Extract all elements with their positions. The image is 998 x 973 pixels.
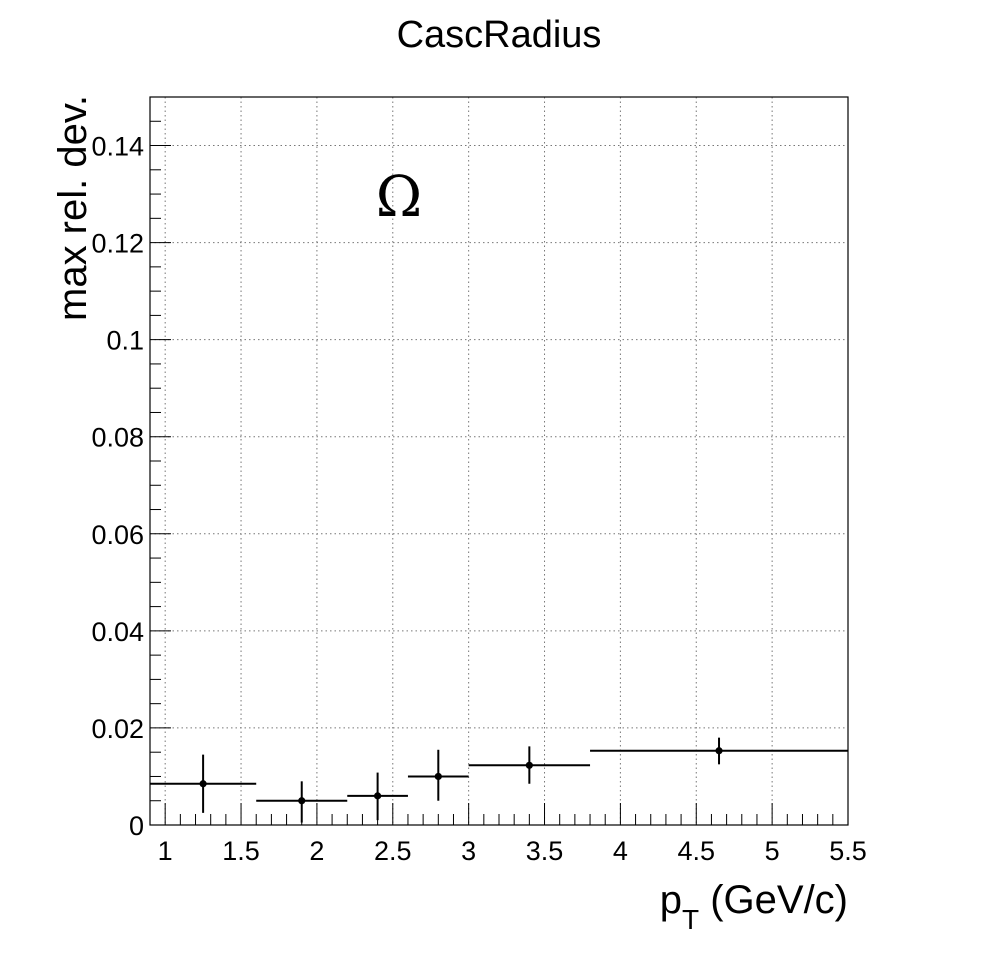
y-axis-title: max rel. dev. — [51, 95, 95, 321]
y-tick-label: 0.12 — [91, 229, 144, 259]
x-tick-labels: 1 1.5 2 2.5 3 3.5 4 4.5 5 5.5 — [158, 836, 867, 866]
particle-annotation: Ω — [376, 165, 422, 230]
x-tick-label: 3 — [461, 836, 476, 866]
x-tick-label: 1.5 — [222, 836, 260, 866]
data-point — [715, 747, 723, 755]
x-axis-title-subscript: T — [682, 904, 699, 935]
data-point — [434, 772, 442, 781]
x-tick-label: 4.5 — [677, 836, 715, 866]
x-tick-label: 2.5 — [374, 836, 412, 866]
y-tick-label: 0.04 — [91, 617, 144, 647]
x-tick-label: 5.5 — [829, 836, 867, 866]
data-point — [199, 780, 207, 788]
x-axis-title-spacer — [699, 878, 710, 922]
x-tick-label: 2 — [309, 836, 324, 866]
x-tick-label: 1 — [158, 836, 173, 866]
y-tick-labels: 0 0.02 0.04 0.06 0.08 0.1 0.12 0.14 — [91, 132, 144, 841]
data-point — [298, 797, 306, 805]
y-tick-label: 0.06 — [91, 520, 144, 550]
y-tick-label: 0 — [129, 811, 144, 841]
x-tick-label: 5 — [765, 836, 780, 866]
y-tick-label: 0.02 — [91, 714, 144, 744]
x-axis-title: pT (GeV/c) — [660, 878, 848, 935]
x-tick-label: 3.5 — [526, 836, 564, 866]
x-tick-label: 4 — [613, 836, 628, 866]
data-marks — [150, 737, 848, 823]
svg-text:pT (GeV/c): pT (GeV/c) — [660, 878, 848, 935]
axis-ticks — [149, 96, 849, 826]
y-tick-label: 0.08 — [91, 423, 144, 453]
data-point — [525, 761, 533, 769]
chart-title: CascRadius — [397, 14, 602, 56]
y-tick-label: 0.14 — [91, 132, 144, 162]
data-point — [374, 792, 382, 800]
x-axis-title-units: (GeV/c) — [710, 878, 848, 922]
x-axis-title-main: p — [660, 878, 682, 922]
y-tick-label: 0.1 — [106, 326, 144, 356]
